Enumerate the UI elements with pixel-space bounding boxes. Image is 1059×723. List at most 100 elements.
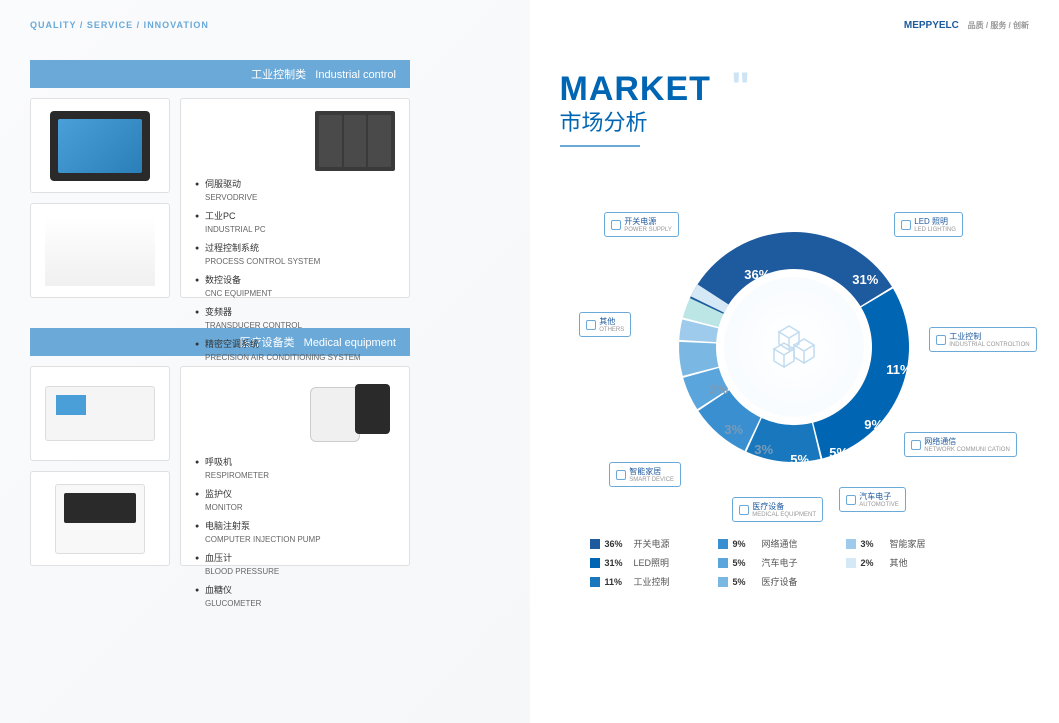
brand-sub: 品质 / 服务 / 创新: [968, 21, 1029, 30]
medical-list: 呼吸机RESPIROMETER监护仪MONITOR电脑注射泵COMPUTER I…: [195, 457, 321, 617]
list-item-en: TRANSDUCER CONTROL: [195, 321, 361, 331]
market-en: MARKET ": [560, 70, 711, 109]
segment-label: 5%: [829, 445, 848, 460]
legend-text: 智能家居: [890, 537, 926, 550]
sec1-title-cn: 工业控制类: [251, 69, 306, 81]
list-item: 工业PC: [195, 211, 361, 223]
list-item: 血压计: [195, 553, 321, 565]
legend: 36%开关电源 9%网络通信 3% 智能家居 31% LED照明 5% 汽车电子 2% 其他 11%…: [560, 537, 1030, 588]
bulb-icon: [901, 220, 911, 230]
segment-label: 3%: [724, 422, 743, 437]
legend-swatch: [590, 577, 600, 587]
callout-gear: 工业控制INDUSTRIAL CONTROLTION: [929, 327, 1036, 352]
list-item: 数控设备: [195, 275, 361, 287]
wifi-icon: [911, 440, 921, 450]
legend-item: 36%开关电源: [590, 537, 700, 550]
legend-text: LED照明: [634, 556, 670, 569]
right-page: MEPPYELC 品质 / 服务 / 创新 MARKET " 市场分析: [530, 0, 1059, 723]
industrial-row: 伺服驱动 SERVODRIVE 工业PC INDUSTRIAL PC 过程控制系统 PRO…: [30, 98, 500, 298]
card-monitor: [30, 98, 170, 193]
servo-icon: [315, 111, 395, 171]
list-item: 伺服驱动: [195, 179, 361, 191]
legend-text: 医疗设备: [762, 575, 798, 588]
list-item: 精密空调系统: [195, 339, 361, 351]
gear-icon: [936, 335, 946, 345]
sec1-title-en: Industrial control: [315, 69, 396, 81]
list-item-en: MONITOR: [195, 503, 321, 513]
legend-item: 3% 智能家居: [846, 537, 956, 550]
med-icon: [739, 505, 749, 515]
legend-text: 网络通信: [762, 537, 798, 550]
legend-text: 汽车电子: [762, 556, 798, 569]
segment-label: 31%: [852, 272, 878, 287]
list-item: 呼吸机: [195, 457, 321, 469]
legend-text: 其他: [890, 556, 908, 569]
legend-swatch: [846, 539, 856, 549]
segment-label: 3%: [754, 442, 773, 457]
section-bar-industrial: 工业控制类 Industrial control: [30, 60, 410, 88]
legend-swatch: [846, 558, 856, 568]
list-item-en: INDUSTRIAL PC: [195, 225, 361, 235]
segment-label: 5%: [790, 452, 809, 467]
list-item-en: COMPUTER INJECTION PUMP: [195, 535, 321, 545]
callout-car: 汽车电子AUTOMOTIVE: [839, 487, 906, 512]
legend-swatch: [718, 577, 728, 587]
list-item-en: PROCESS CONTROL SYSTEM: [195, 257, 361, 267]
medical-row: 呼吸机RESPIROMETER监护仪MONITOR电脑注射泵COMPUTER I…: [30, 366, 500, 566]
list-item-en: SERVODRIVE: [195, 193, 361, 203]
list-item: 变频器: [195, 307, 361, 319]
network-icon: [45, 216, 155, 286]
list-item-en: RESPIROMETER: [195, 471, 321, 481]
legend-swatch: [590, 558, 600, 568]
vital-icon: [55, 484, 145, 554]
segment-label: 9%: [864, 417, 883, 432]
list-item-en: CNC EQUIPMENT: [195, 289, 361, 299]
list-item-en: PRECISION AIR CONDITIONING SYSTEM: [195, 353, 361, 363]
segment-label: 36%: [744, 267, 770, 282]
cube-icon: [764, 317, 824, 377]
callout-wifi: 网络通信NETWORK COMMUNI CATION: [904, 432, 1017, 457]
market-cn: 市场分析: [560, 105, 1030, 137]
market-underline: [560, 145, 640, 147]
callout-dots: 其他OTHERS: [579, 312, 631, 337]
dots-icon: [586, 320, 596, 330]
car-icon: [846, 495, 856, 505]
tagline: QUALITY / SERVICE / INNOVATION: [30, 20, 500, 30]
segment-label: 11%: [886, 362, 911, 377]
market-title: MARKET " 市场分析: [560, 70, 1030, 147]
bp-icon: [305, 379, 395, 449]
legend-pct: 36%: [605, 539, 629, 549]
legend-pct: 2%: [861, 558, 885, 568]
legend-item: 9%网络通信: [718, 537, 828, 550]
legend-item: 5%医疗设备: [718, 575, 828, 588]
legend-swatch: [718, 558, 728, 568]
list-item: 电脑注射泵: [195, 521, 321, 533]
legend-pct: 3%: [861, 539, 885, 549]
donut-chart: 36%31%11%9%5%5%3%3%2% 开关电源POWER SUPPLYLE…: [614, 177, 974, 517]
segment-label: 2%: [709, 382, 728, 397]
med-device-icon: [45, 386, 155, 441]
legend-swatch: [590, 539, 600, 549]
legend-pct: 31%: [605, 558, 629, 568]
list-item: 过程控制系统: [195, 243, 361, 255]
monitor-icon: [50, 111, 150, 181]
quote-icon: ": [731, 65, 751, 110]
brand-name: MEPPYELC: [904, 20, 959, 31]
legend-item: 31% LED照明: [590, 556, 700, 569]
card-network: [30, 203, 170, 298]
list-item: 血糖仪: [195, 585, 321, 597]
legend-swatch: [718, 539, 728, 549]
legend-pct: 5%: [733, 558, 757, 568]
callout-plug: 开关电源POWER SUPPLY: [604, 212, 679, 237]
legend-item: 2% 其他: [846, 556, 956, 569]
industrial-list: 伺服驱动 SERVODRIVE 工业PC INDUSTRIAL PC 过程控制系统 PRO…: [195, 179, 361, 371]
legend-pct: 11%: [605, 577, 629, 587]
brand: MEPPYELC 品质 / 服务 / 创新: [904, 20, 1029, 31]
legend-item: 5% 汽车电子: [718, 556, 828, 569]
plug-icon: [611, 220, 621, 230]
callout-bulb: LED 照明LED LIGHTING: [894, 212, 963, 237]
card-vital: [30, 471, 170, 566]
home-icon: [616, 470, 626, 480]
card-medical-list: 呼吸机RESPIROMETER监护仪MONITOR电脑注射泵COMPUTER I…: [180, 366, 410, 566]
callout-home: 智能家居SMART DEVICE: [609, 462, 681, 487]
